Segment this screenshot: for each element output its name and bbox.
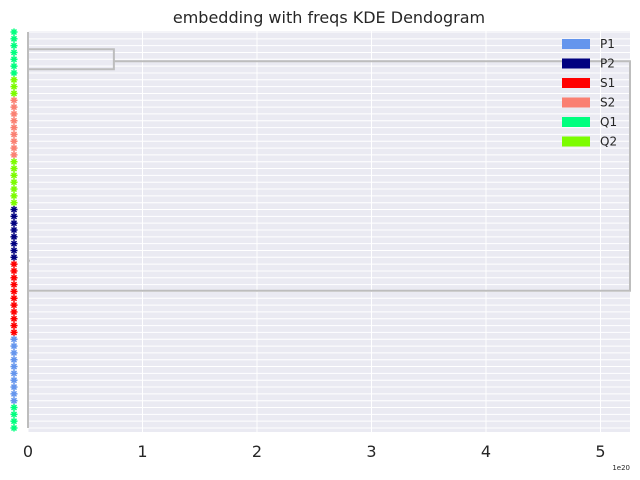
x-tick-label: 0 [23, 442, 33, 461]
leaf-marker [10, 390, 18, 398]
leaf-markers [10, 28, 18, 432]
x-tick-label: 2 [252, 442, 262, 461]
dendrogram-links [27, 32, 631, 428]
x-tick-label: 4 [481, 442, 491, 461]
leaf-marker [10, 356, 18, 364]
leaf-marker [10, 89, 18, 97]
leaf-marker [10, 322, 18, 330]
leaf-marker [10, 363, 18, 371]
leaf-marker [10, 158, 18, 166]
leaf-marker [10, 301, 18, 309]
leaf-marker [10, 192, 18, 200]
leaf-marker [10, 404, 18, 412]
leaf-marker [10, 48, 18, 56]
leaf-marker [10, 383, 18, 391]
leaf-marker [10, 226, 18, 234]
leaf-marker [10, 151, 18, 159]
leaf-marker [10, 144, 18, 152]
leaf-marker [10, 424, 18, 432]
x-axis-offset-label: 1e20 [612, 464, 630, 472]
leaf-marker [10, 410, 18, 418]
leaf-marker [10, 76, 18, 84]
leaf-marker [10, 308, 18, 316]
leaf-marker [10, 42, 18, 50]
leaf-marker [10, 185, 18, 193]
legend-swatch [562, 97, 590, 108]
leaf-marker [10, 335, 18, 343]
x-axis-ticks: 0 1 2 3 4 5 [23, 442, 606, 461]
chart-title: embedding with freqs KDE Dendogram [173, 8, 485, 27]
legend-label: S1 [600, 76, 615, 90]
x-tick-label: 3 [366, 442, 376, 461]
legend-swatch [562, 136, 590, 147]
legend-label: P1 [600, 37, 615, 51]
plot-background [28, 31, 630, 432]
leaf-marker [10, 233, 18, 241]
leaf-marker [10, 62, 18, 70]
leaf-marker [10, 206, 18, 214]
leaf-marker [10, 199, 18, 207]
leaf-marker [10, 267, 18, 275]
leaf-marker [10, 397, 18, 405]
leaf-marker [10, 83, 18, 91]
leaf-marker [10, 349, 18, 357]
leaf-marker [10, 281, 18, 289]
leaf-marker [10, 35, 18, 43]
legend-swatch [562, 78, 590, 88]
legend-swatch [562, 117, 590, 127]
leaf-marker [10, 342, 18, 350]
leaf-marker [10, 137, 18, 145]
leaf-marker [10, 55, 18, 63]
legend-label: S2 [600, 96, 615, 110]
legend-entry: P2 [562, 57, 615, 71]
leaf-marker [10, 124, 18, 132]
legend: P1 P2 S1 S2 Q1 Q2 [562, 37, 617, 149]
leaf-marker [10, 28, 18, 36]
leaf-marker [10, 219, 18, 227]
leaf-marker [10, 294, 18, 302]
legend-entry: S1 [562, 76, 615, 90]
leaf-marker [10, 417, 18, 425]
leaf-marker [10, 130, 18, 138]
leaf-marker [10, 260, 18, 268]
leaf-marker [10, 110, 18, 118]
leaf-marker [10, 287, 18, 295]
leaf-marker [10, 274, 18, 282]
leaf-marker [10, 117, 18, 125]
x-tick-label: 1 [137, 442, 147, 461]
leaf-marker [10, 171, 18, 179]
leaf-marker [10, 212, 18, 220]
x-tick-label: 5 [595, 442, 605, 461]
leaf-marker [10, 103, 18, 111]
link-root [28, 60, 631, 292]
legend-label: Q1 [600, 115, 617, 129]
legend-entry: Q2 [562, 135, 617, 149]
leaf-marker [10, 246, 18, 254]
legend-entry: Q1 [562, 115, 617, 129]
leaf-marker [10, 315, 18, 323]
leaf-marker [10, 165, 18, 173]
leaf-marker [10, 369, 18, 377]
legend-entry: P1 [562, 37, 615, 51]
leaf-marker [10, 96, 18, 104]
legend-label: Q2 [600, 135, 617, 149]
legend-swatch [562, 39, 590, 49]
legend-swatch [562, 58, 590, 69]
leaf-marker [10, 178, 18, 186]
legend-entry: S2 [562, 96, 615, 110]
leaf-marker [10, 240, 18, 248]
legend-label: P2 [600, 57, 615, 71]
link-top-cluster [28, 48, 115, 71]
leaf-marker [10, 69, 18, 77]
leaf-marker [10, 328, 18, 336]
leaf-marker [10, 253, 18, 261]
leaf-marker [10, 376, 18, 384]
